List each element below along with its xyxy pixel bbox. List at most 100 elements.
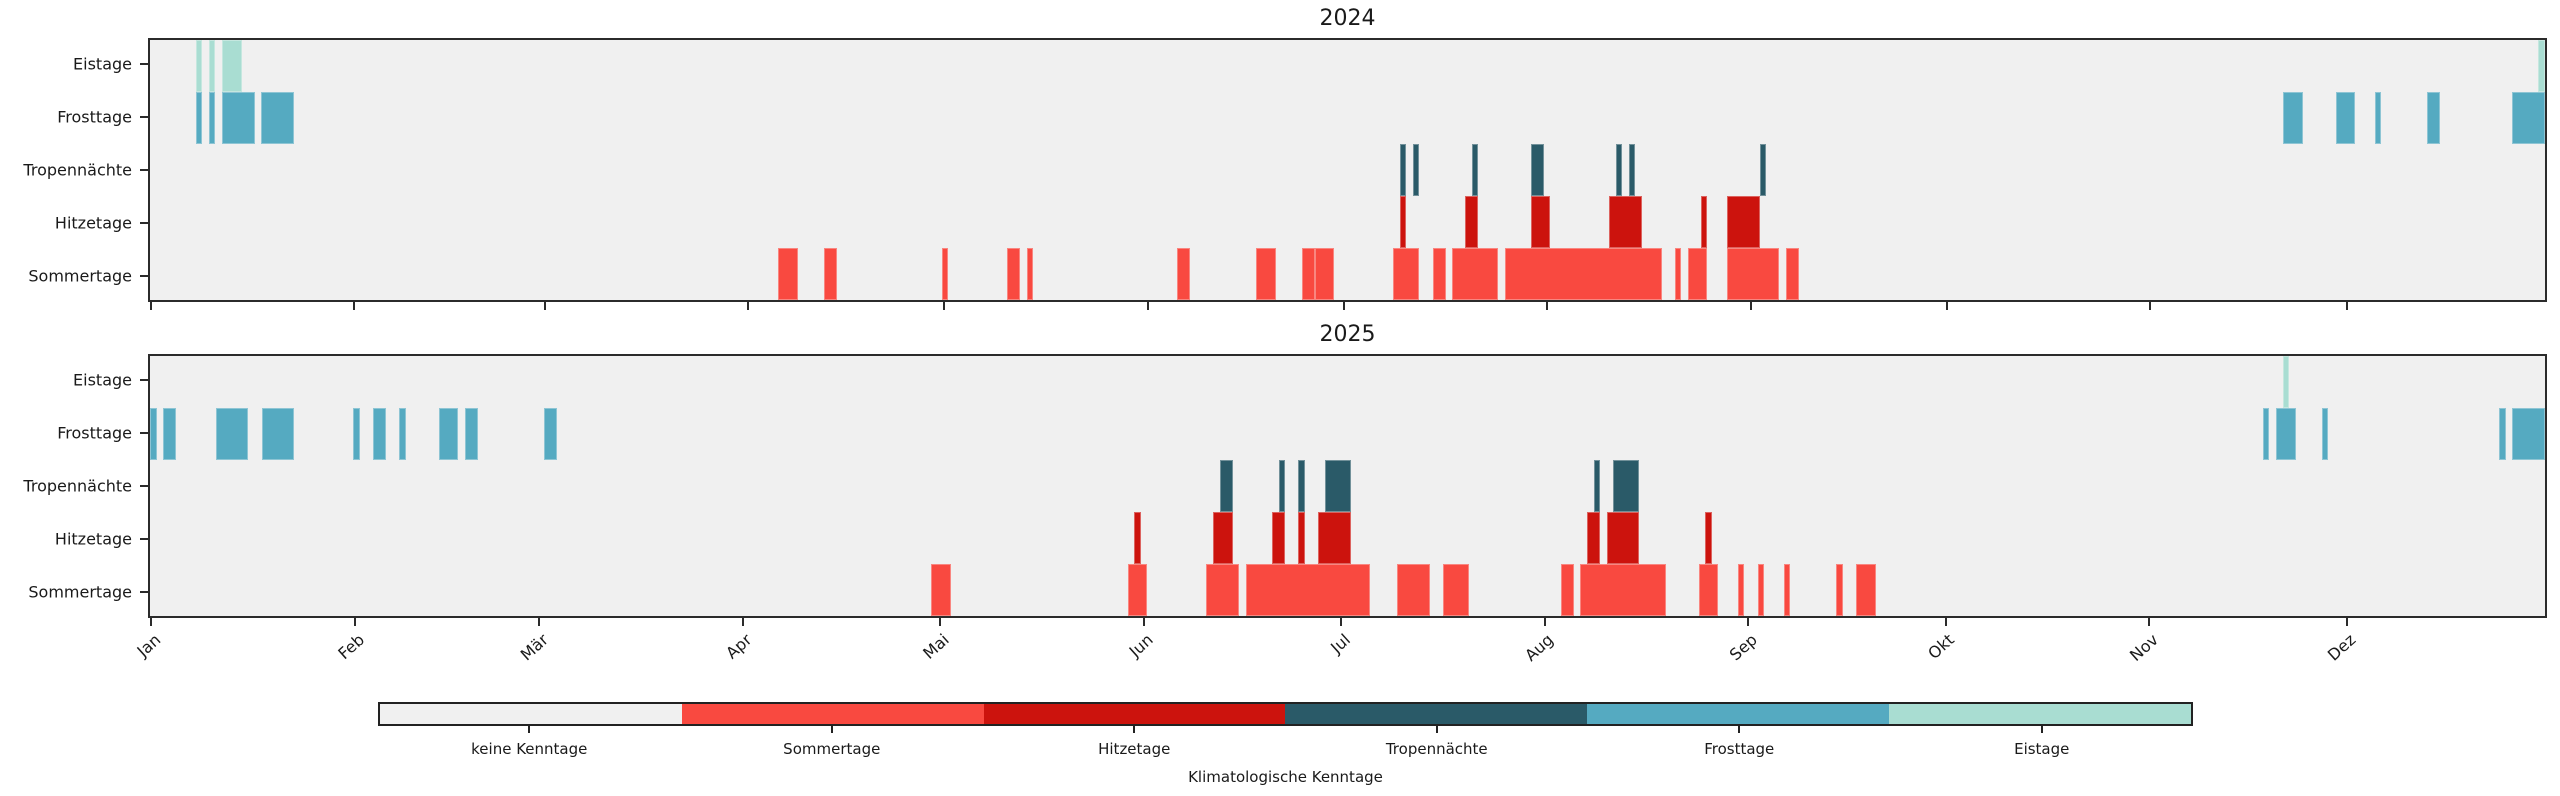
x-axis-month-label: Feb (235, 630, 368, 663)
bar-frosttage (2512, 408, 2545, 460)
bar-eistage (208, 40, 216, 92)
y-axis-tick (140, 116, 148, 119)
bar-tropennächte (1219, 460, 1233, 512)
legend-segment-tropennächte (1285, 704, 1588, 724)
bar-sommertage (1452, 248, 1498, 300)
bar-frosttage (208, 92, 216, 144)
x-axis-tick-okt (1946, 302, 1949, 310)
bar-sommertage (1007, 248, 1021, 300)
y-axis-tick (140, 379, 148, 382)
y-axis-tick (140, 63, 148, 66)
bar-sommertage (1580, 564, 1666, 616)
bar-sommertage (1737, 564, 1745, 616)
legend-segment-eistage (1889, 704, 2191, 724)
chart-2024-plot-area (148, 38, 2547, 302)
legend-label-eistage: Eistage (2014, 740, 2070, 758)
month-label-text: Jul (1326, 630, 1354, 658)
bar-hitzetage (1317, 512, 1351, 564)
y-axis-label-hitzetage: Hitzetage (54, 213, 132, 233)
bar-sommertage (1727, 248, 1780, 300)
month-label-text: Jan (132, 630, 164, 661)
bar-sommertage (1560, 564, 1574, 616)
x-axis-tick-sep (1747, 618, 1750, 626)
legend-label-keine: keine Kenntage (471, 740, 588, 758)
bar-frosttage (2499, 408, 2506, 460)
bar-frosttage (353, 408, 360, 460)
x-axis-tick-nov (2149, 302, 2152, 310)
bar-tropennächte (1628, 144, 1636, 196)
legend-tick (1133, 726, 1136, 733)
bar-eistage (195, 40, 203, 92)
bar-eistage (221, 40, 242, 92)
bar-sommertage (1255, 248, 1276, 300)
bar-tropennächte (1298, 460, 1305, 512)
bar-eistage (2282, 356, 2290, 408)
x-axis-tick-jul (1339, 618, 1342, 626)
x-axis-month-label: Nov (2029, 630, 2162, 665)
x-axis-tick-feb (353, 302, 356, 310)
month-label-text: Okt (1924, 630, 1959, 663)
month-label-text: Nov (2126, 630, 2163, 666)
bar-frosttage (261, 92, 294, 144)
bar-hitzetage (1298, 512, 1305, 564)
bar-sommertage (1757, 564, 1765, 616)
x-axis-month-label: Dez (2227, 630, 2359, 665)
y-axis-tick (140, 432, 148, 435)
legend-segment-hitzetage (983, 704, 1286, 724)
legend-label-hitzetage: Hitzetage (1098, 740, 1171, 758)
bar-tropennächte (1759, 144, 1767, 196)
legend-tick (2040, 726, 2043, 733)
y-axis-tick (140, 537, 148, 540)
y-axis-label-eistage: Eistage (73, 370, 132, 390)
bar-sommertage (1687, 248, 1708, 300)
bar-sommertage (824, 248, 838, 300)
bar-sommertage (941, 248, 949, 300)
bar-tropennächte (1530, 144, 1544, 196)
y-axis-tick (140, 485, 148, 487)
bar-sommertage (1432, 248, 1446, 300)
bar-sommertage (1785, 248, 1799, 300)
legend-axis-label: Klimatologische Kenntage (1188, 768, 1383, 786)
bar-frosttage (438, 408, 459, 460)
y-axis-label-frosttage: Frosttage (57, 423, 132, 443)
bar-sommertage (1314, 248, 1335, 300)
x-axis-tick-apr (746, 302, 749, 310)
bar-frosttage (215, 408, 249, 460)
bar-sommertage (1301, 248, 1315, 300)
legend-segment-sommertage (681, 704, 984, 724)
y-axis-tick (140, 221, 148, 224)
legend-segment-keine (380, 704, 682, 724)
bar-frosttage (195, 92, 203, 144)
legend-label-frosttage: Frosttage (1704, 740, 1775, 758)
bar-hitzetage (1705, 512, 1712, 564)
bar-sommertage (1206, 564, 1240, 616)
month-label-text: Aug (1521, 630, 1558, 666)
x-axis-month-label: Apr (623, 630, 755, 663)
legend-label-sommertage: Sommertage (783, 740, 881, 758)
x-axis-month-label: Sep (1628, 630, 1761, 664)
bar-hitzetage (1465, 196, 1479, 248)
bar-sommertage (1442, 564, 1469, 616)
bar-sommertage (1127, 564, 1148, 616)
legend-tick (528, 726, 531, 733)
x-axis-month-label: Jun (1024, 630, 1156, 661)
month-label-text: Mär (516, 630, 552, 665)
bar-sommertage (1504, 248, 1662, 300)
bar-hitzetage (1272, 512, 1286, 564)
x-axis-tick-jun (1146, 302, 1149, 310)
bar-sommertage (1856, 564, 1876, 616)
bar-sommertage (930, 564, 951, 616)
y-axis-label-tropennächte: Tropennächte (23, 476, 132, 496)
bar-sommertage (778, 248, 798, 300)
bar-frosttage (399, 408, 406, 460)
x-axis-tick-aug (1546, 302, 1549, 310)
month-label-text: Sep (1726, 630, 1762, 665)
bar-hitzetage (1530, 196, 1551, 248)
x-axis-month-label: Aug (1425, 630, 1557, 665)
legend-tick (830, 726, 833, 733)
x-axis-month-label: Mai (820, 630, 953, 663)
bar-hitzetage (1700, 196, 1708, 248)
bar-frosttage (2275, 408, 2296, 460)
bar-hitzetage (1587, 512, 1601, 564)
